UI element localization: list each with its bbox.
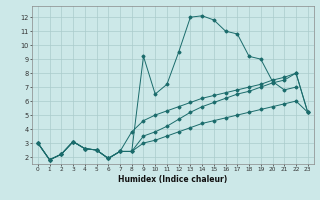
X-axis label: Humidex (Indice chaleur): Humidex (Indice chaleur) xyxy=(118,175,228,184)
